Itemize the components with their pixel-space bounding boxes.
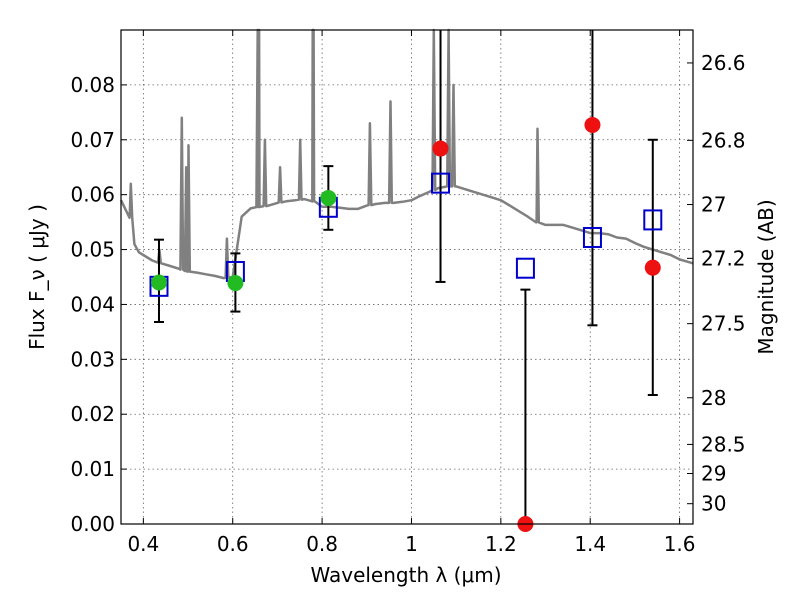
- y-tick-label: 0.02: [70, 402, 115, 426]
- y-tick-label: 0.08: [70, 73, 115, 97]
- right-tick-label: 29: [701, 462, 726, 486]
- x-tick-label: 0.6: [217, 532, 249, 556]
- x-axis-ticks: 0.4 0.6 0.8 1 1.2 1.4 1.6: [127, 30, 696, 556]
- right-tick-label: 26.6: [701, 51, 746, 75]
- right-tick-label: 28.5: [701, 432, 746, 456]
- y-tick-label: 0.03: [70, 347, 115, 371]
- y-axis-label: Flux F_ν ( μJy ): [25, 204, 49, 350]
- observed-detection-point: [320, 189, 337, 206]
- model-spectrum: [119, 28, 694, 280]
- model-photometry-square: [582, 226, 602, 248]
- right-tick-label: 27.2: [701, 246, 746, 270]
- x-tick-label: 0.8: [306, 532, 338, 556]
- right-tick-label: 27.5: [701, 312, 746, 336]
- right-tick-label: 28: [701, 386, 726, 410]
- x-tick-label: 1: [405, 532, 418, 556]
- model-photometry-square: [643, 209, 663, 231]
- observed-detection-point: [227, 275, 244, 292]
- y-tick-label: 0.00: [70, 512, 115, 536]
- x-axis-label: Wavelength λ (μm): [310, 563, 501, 587]
- y-axis-ticks: 0.00 0.01 0.02 0.03 0.04 0.05 0.06 0.07 0.08: [70, 73, 127, 536]
- right-axis-ticks: 26.6 26.8 27 27.2 27.5 28 28.5 29 30: [687, 51, 746, 516]
- model-spectrum-line: [119, 28, 694, 280]
- right-tick-label: 26.8: [701, 128, 746, 152]
- right-tick-label: 30: [701, 492, 726, 516]
- right-tick-label: 27: [701, 193, 726, 217]
- x-tick-label: 1.6: [664, 532, 696, 556]
- y-tick-label: 0.01: [70, 457, 115, 481]
- observed-nir-point: [584, 116, 601, 133]
- x-tick-label: 1.2: [485, 532, 517, 556]
- observed-nir-point: [644, 259, 661, 276]
- y-tick-label: 0.06: [70, 183, 115, 207]
- model-photometry-square: [515, 257, 535, 279]
- y-tick-label: 0.05: [70, 238, 115, 262]
- grid: [121, 30, 693, 525]
- observed-nir-point: [432, 140, 449, 157]
- right-axis-label: Magnitude (AB): [754, 199, 778, 354]
- x-tick-label: 0.4: [127, 532, 159, 556]
- y-tick-label: 0.04: [70, 292, 115, 316]
- model-photometry-square: [431, 172, 451, 194]
- observed-detection-point: [150, 274, 167, 291]
- y-tick-label: 0.07: [70, 128, 115, 152]
- plot-frame: [120, 29, 694, 525]
- x-tick-label: 1.4: [574, 532, 606, 556]
